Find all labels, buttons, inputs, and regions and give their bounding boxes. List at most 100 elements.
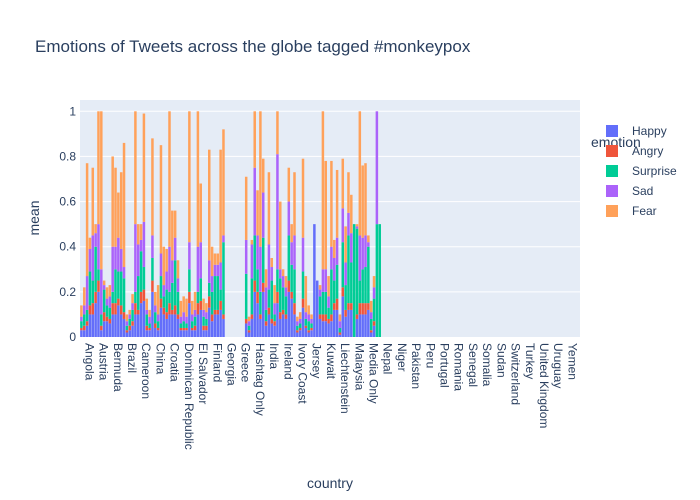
bar-segment-angry xyxy=(142,289,146,301)
x-tick-label: India xyxy=(267,343,281,369)
bar-segment-angry xyxy=(131,321,134,326)
bar-segment-surprise xyxy=(151,258,154,281)
bar-segment-surprise xyxy=(284,296,288,315)
bar-segment-angry xyxy=(335,298,339,310)
bar-segment-angry xyxy=(179,327,183,331)
bar-segment-surprise xyxy=(355,228,359,315)
bar-segment-sad xyxy=(182,312,185,322)
bar-segment-surprise xyxy=(253,235,256,281)
bar-segment-fear xyxy=(358,111,362,236)
bar-segment-surprise xyxy=(185,323,188,328)
bar-segment-happy xyxy=(324,321,327,337)
bar-segment-happy xyxy=(369,332,373,337)
bar-segment-sad xyxy=(85,276,89,310)
bar-segment-happy xyxy=(287,291,291,337)
bar-segment-surprise xyxy=(330,269,333,315)
bar-segment-angry xyxy=(154,323,157,328)
bar-segment-sad xyxy=(253,167,256,236)
bar-segment-surprise xyxy=(372,298,376,322)
bar-segment-surprise xyxy=(85,309,89,322)
bar-segment-sad xyxy=(190,314,194,322)
bar-segment-angry xyxy=(281,309,285,315)
bar-segment-fear xyxy=(208,149,211,261)
bar-segment-surprise xyxy=(122,278,126,313)
bar-segment-fear xyxy=(202,298,205,310)
bar-segment-fear xyxy=(281,269,285,277)
bar-segment-happy xyxy=(253,291,256,337)
bar-segment-surprise xyxy=(128,318,131,326)
bar-segment-sad xyxy=(321,269,325,292)
x-tick-label: Switzerland xyxy=(509,343,523,405)
bar-segment-sad xyxy=(330,246,333,270)
y-axis-title: mean xyxy=(26,200,42,235)
bar-segment-sad xyxy=(205,312,208,319)
bar-segment-surprise xyxy=(261,237,265,283)
bar-segment-fear xyxy=(128,309,131,315)
bar-segment-sad xyxy=(208,260,211,283)
bar-segment-angry xyxy=(330,314,333,322)
bar-segment-surprise xyxy=(156,321,160,328)
bar-segment-surprise xyxy=(154,312,157,324)
bar-segment-angry xyxy=(247,330,251,333)
bar-segment-fear xyxy=(154,291,157,306)
bar-segment-sad xyxy=(256,235,259,270)
x-tick-label: Uruguay xyxy=(551,343,565,388)
bar-segment-happy xyxy=(117,305,120,337)
bar-segment-surprise xyxy=(117,271,120,299)
bar-segment-surprise xyxy=(105,305,109,317)
bar-segment-happy xyxy=(114,314,117,337)
bar-segment-happy xyxy=(105,321,109,337)
bar-segment-happy xyxy=(216,314,220,337)
bar-segment-sad xyxy=(83,305,86,315)
bar-segment-surprise xyxy=(102,289,106,313)
bar-segment-fear xyxy=(80,305,83,317)
x-tick-label: Sudan xyxy=(494,343,508,378)
bar-segment-sad xyxy=(293,235,296,270)
bar-segment-angry xyxy=(185,327,188,331)
x-tick-label: Austria xyxy=(97,343,111,381)
x-tick-label: Turkey xyxy=(523,343,537,379)
bar-segment-angry xyxy=(341,287,345,297)
bar-segment-surprise xyxy=(165,289,168,313)
bar-segment-angry xyxy=(168,303,171,315)
bar-segment-sad xyxy=(122,267,126,279)
bar-segment-sad xyxy=(259,246,262,292)
bar-segment-fear xyxy=(330,160,333,247)
bar-segment-sad xyxy=(318,289,322,297)
bar-segment-surprise xyxy=(324,291,327,315)
bar-segment-happy xyxy=(293,314,296,337)
bar-segment-sad xyxy=(276,154,279,270)
bar-segment-sad xyxy=(267,244,271,290)
bar-segment-fear xyxy=(176,260,180,279)
bar-segment-surprise xyxy=(338,327,342,333)
bar-segment-happy xyxy=(88,314,92,337)
bar-segment-surprise xyxy=(378,224,381,337)
bar-segment-happy xyxy=(176,318,180,337)
bar-segment-happy xyxy=(199,309,202,337)
bar-segment-sad xyxy=(111,246,114,292)
bar-segment-surprise xyxy=(125,325,129,331)
bar-segment-angry xyxy=(324,314,327,322)
bar-segment-surprise xyxy=(279,278,282,313)
bar-segment-happy xyxy=(321,321,325,337)
bar-segment-sad xyxy=(185,316,188,324)
bar-segment-surprise xyxy=(307,321,310,331)
bar-segment-happy xyxy=(136,314,140,337)
bar-segment-sad xyxy=(250,244,254,279)
bar-segment-angry xyxy=(165,312,168,319)
bar-segment-surprise xyxy=(318,296,322,315)
bar-segment-happy xyxy=(122,318,126,337)
bar-segment-angry xyxy=(327,318,330,324)
bar-segment-fear xyxy=(105,287,109,299)
bar-segment-angry xyxy=(301,298,305,308)
bar-segment-sad xyxy=(327,296,330,308)
x-tick-label: Hashtag Only xyxy=(253,343,267,416)
bar-segment-happy xyxy=(344,316,347,337)
bar-segment-angry xyxy=(173,305,177,315)
bar-segment-surprise xyxy=(88,271,92,306)
bar-segment-fear xyxy=(338,314,342,322)
bar-segment-sad xyxy=(333,258,336,281)
x-tick-label: Bermuda xyxy=(111,343,125,392)
bar-segment-surprise xyxy=(131,309,134,322)
bar-segment-angry xyxy=(219,300,222,310)
